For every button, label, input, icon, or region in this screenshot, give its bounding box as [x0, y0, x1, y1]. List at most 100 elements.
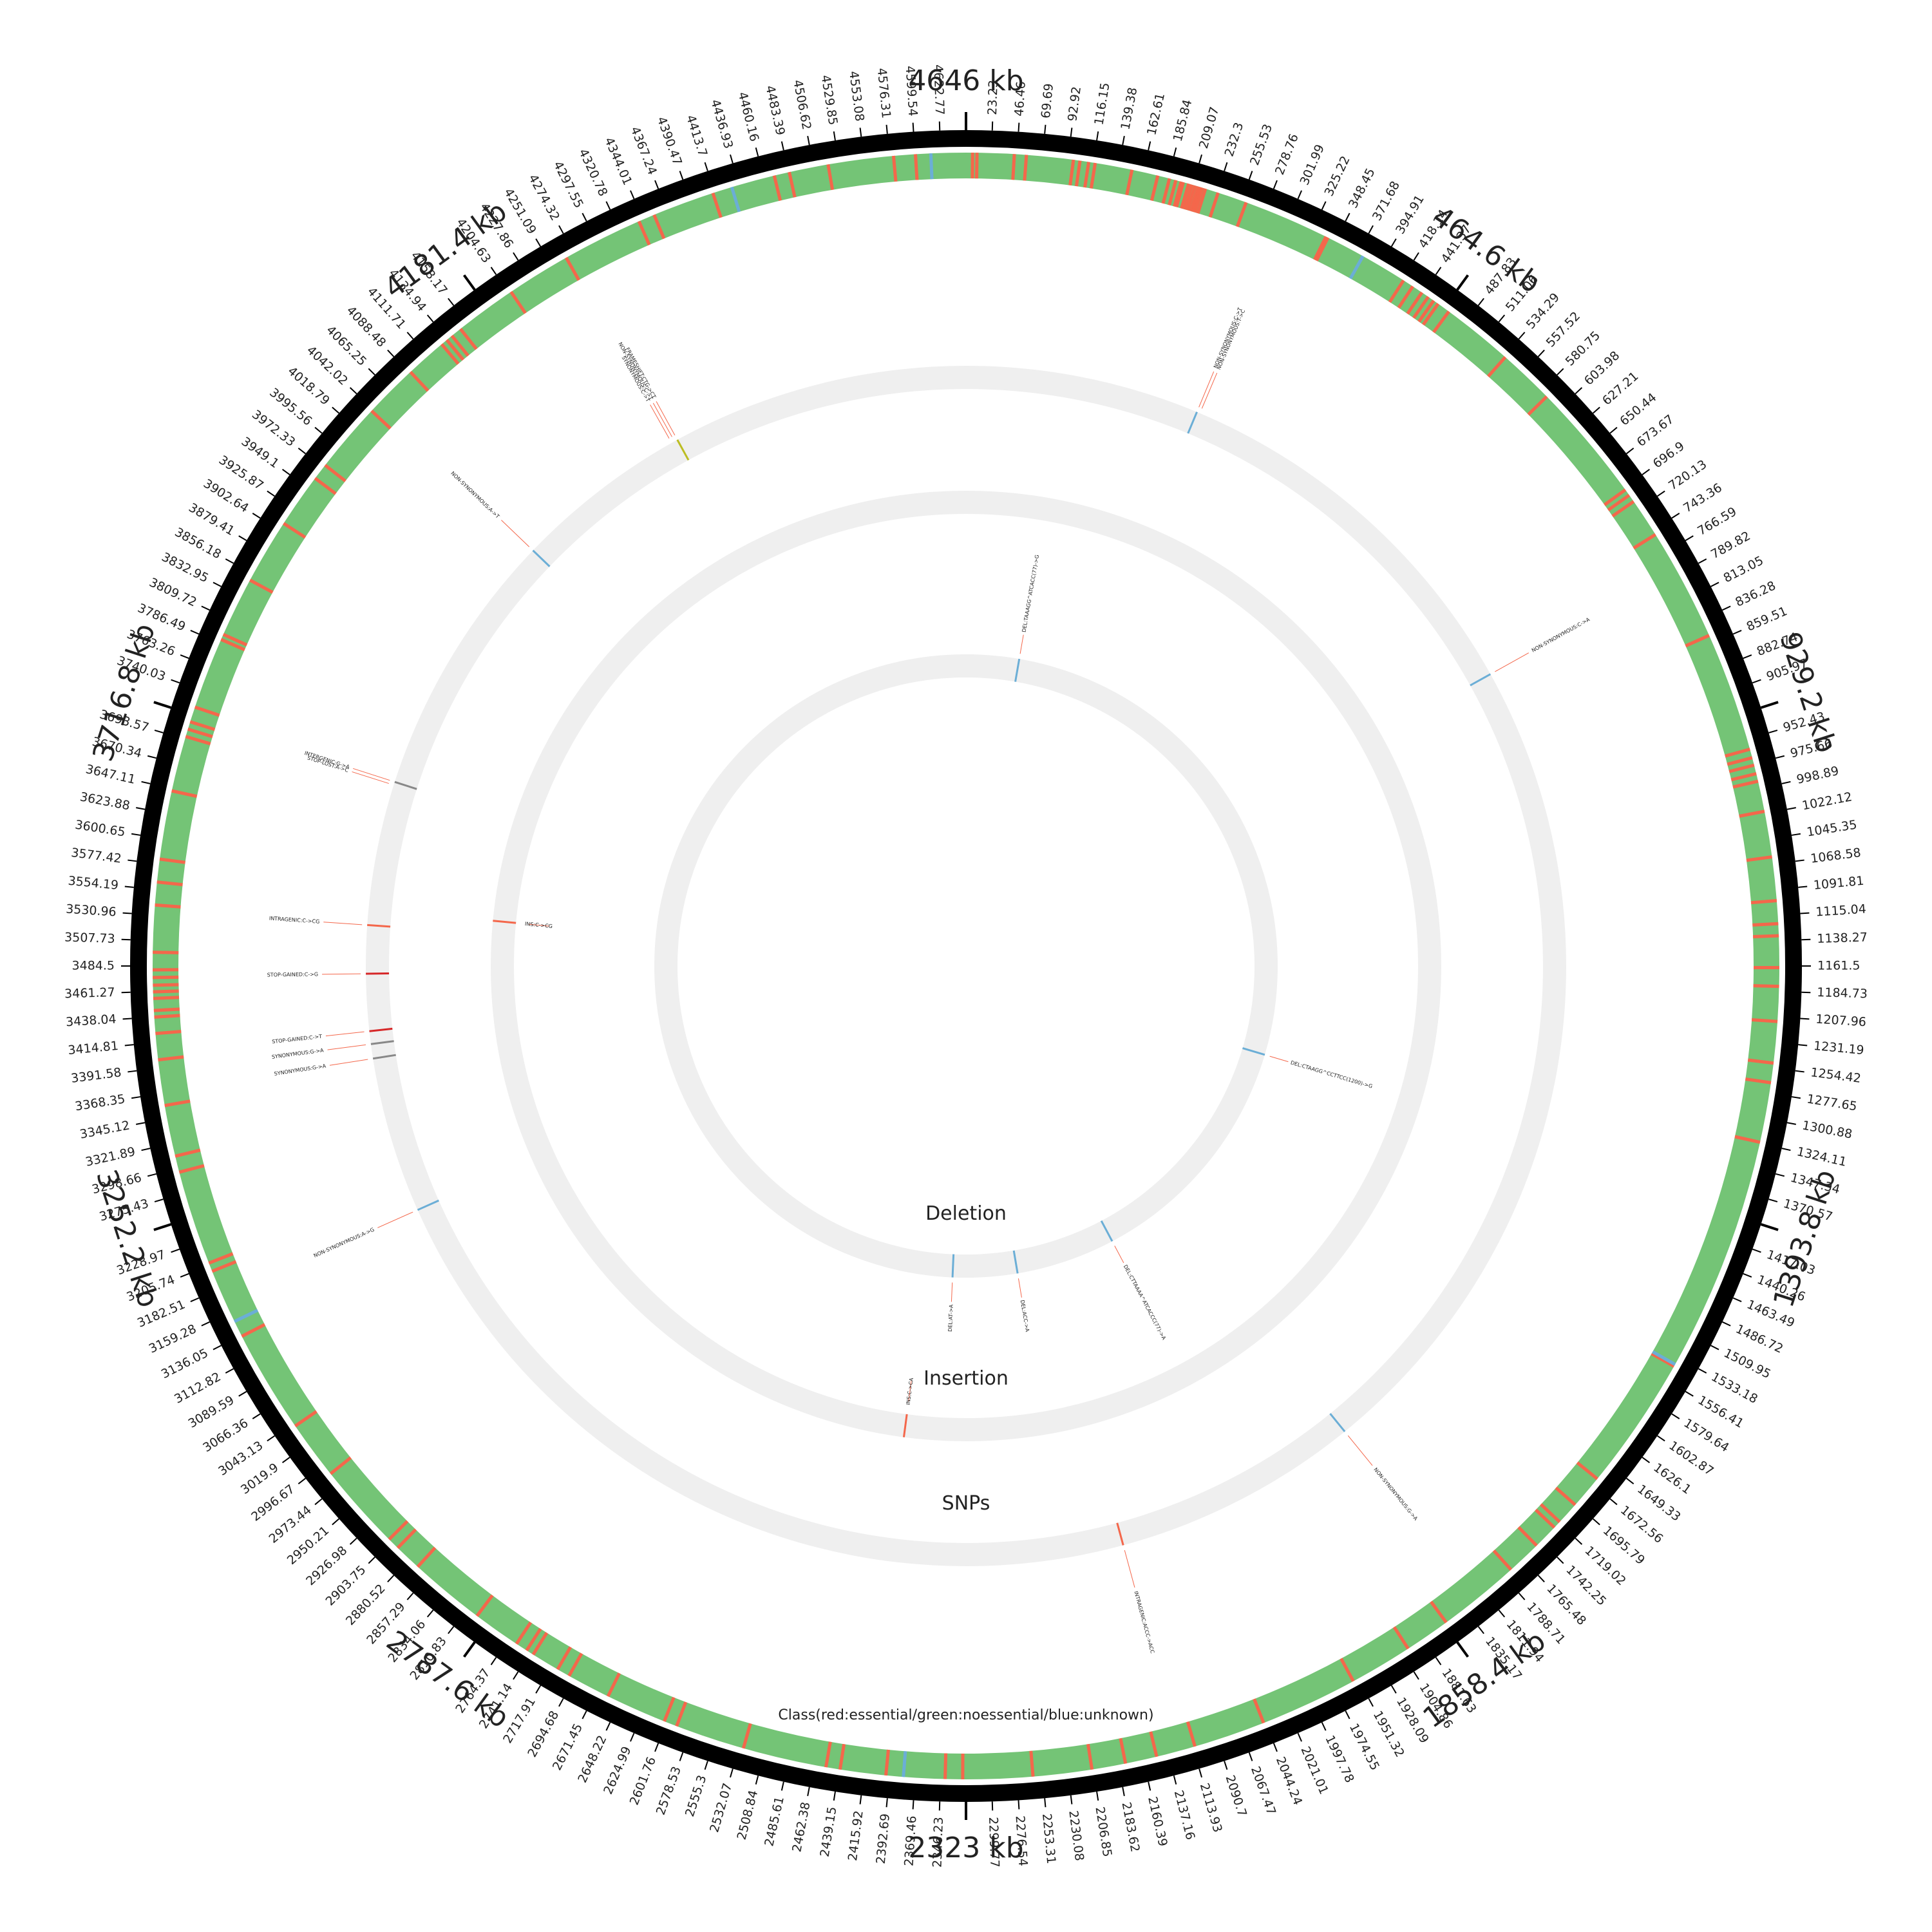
essential-gene-mark — [171, 789, 198, 799]
minor-tick — [225, 1368, 234, 1374]
snp-mark — [417, 1199, 439, 1211]
unknown-gene-mark — [902, 1751, 907, 1777]
essential-gene-mark — [159, 857, 185, 864]
minor-tick — [1575, 1537, 1583, 1545]
essential-gene-mark — [1747, 1058, 1774, 1065]
insertion-annotation: INS:C->CA — [905, 1377, 915, 1405]
tick-label: 1951.32 — [1370, 1709, 1407, 1759]
tick-label: 1324.11 — [1795, 1144, 1848, 1170]
tick-label: 743.36 — [1681, 480, 1725, 515]
deletion-annotation: DEL:AT->A — [947, 1304, 954, 1332]
essential-gene-mark — [220, 638, 245, 652]
minor-tick — [1800, 912, 1810, 914]
essential-gene-mark — [1535, 1508, 1556, 1529]
essential-gene-mark — [1576, 1461, 1598, 1481]
essential-gene-mark — [222, 632, 248, 647]
essential-gene-mark — [1023, 155, 1028, 181]
major-tick — [462, 1641, 476, 1658]
minor-tick — [1537, 1575, 1545, 1583]
minor-tick — [252, 1413, 261, 1419]
minor-tick — [131, 1096, 141, 1099]
minor-tick — [1575, 387, 1583, 395]
snp-annotation: STOP-GAINED:C->T — [272, 1034, 323, 1045]
minor-tick — [1122, 136, 1125, 146]
essential-gene-mark — [1487, 355, 1507, 378]
snp-connector — [501, 520, 530, 547]
minor-tick — [1498, 1609, 1506, 1618]
tick-label: 1974.55 — [1347, 1721, 1382, 1773]
tick-label: 789.82 — [1709, 529, 1753, 562]
tick-label: 394.91 — [1393, 193, 1427, 236]
essential-gene-mark — [564, 256, 580, 281]
essential-gene-mark — [1728, 763, 1755, 773]
unknown-gene-mark — [1349, 255, 1365, 279]
essential-gene-mark — [283, 522, 307, 539]
tick-label: 2624.99 — [601, 1745, 634, 1797]
major-tick-label: 1393.8 kb — [1767, 1166, 1842, 1311]
gene-class-track — [153, 153, 1780, 1779]
tick-label: 255.53 — [1247, 122, 1275, 167]
minor-tick — [1768, 730, 1778, 734]
minor-tick — [225, 558, 234, 564]
essential-gene-mark — [675, 1701, 688, 1727]
tick-label: 859.51 — [1745, 604, 1790, 634]
tick-label: 1486.72 — [1734, 1321, 1785, 1356]
essential-gene-mark — [1029, 1750, 1035, 1777]
minor-tick — [1781, 1148, 1791, 1151]
minor-tick — [448, 1626, 455, 1634]
minor-tick — [426, 314, 434, 323]
essential-gene-mark — [741, 1723, 752, 1749]
minor-tick — [1070, 1795, 1073, 1804]
essential-gene-mark — [156, 880, 183, 887]
minor-tick — [558, 1698, 564, 1707]
essential-gene-mark — [652, 214, 666, 240]
snp-mark — [1470, 673, 1492, 687]
essential-gene-mark — [185, 735, 211, 746]
tick-label: 720.13 — [1666, 457, 1709, 493]
snp-mark — [1187, 412, 1198, 434]
essential-gene-mark — [314, 477, 337, 495]
minor-tick — [1710, 1345, 1719, 1350]
tick-label: 301.99 — [1297, 142, 1327, 187]
minor-tick — [1656, 1435, 1665, 1442]
essential-gene-mark — [1313, 236, 1328, 261]
deletion-connector — [1269, 1056, 1289, 1063]
minor-tick — [387, 349, 395, 357]
tick-label: 4436.93 — [708, 98, 735, 151]
deletion-connector — [1019, 634, 1024, 654]
essential-gene-mark — [1746, 855, 1772, 862]
essential-gene-mark — [1253, 1698, 1265, 1724]
tick-label: 1509.95 — [1721, 1346, 1773, 1381]
essential-gene-mark — [153, 996, 180, 1000]
essential-gene-mark — [838, 1743, 846, 1770]
minor-tick — [1198, 1768, 1202, 1778]
snp-connector — [1201, 372, 1218, 409]
minor-tick — [781, 141, 784, 151]
minor-tick — [1642, 1457, 1651, 1463]
minor-tick — [781, 1781, 784, 1791]
essential-gene-mark — [1173, 181, 1183, 207]
minor-tick — [406, 1592, 414, 1600]
unknown-gene-mark — [730, 186, 741, 213]
deletion-track-label: Deletion — [925, 1202, 1007, 1225]
tick-label: 3647.11 — [84, 762, 137, 787]
snp-annotation: INTRAGENIC:ACCC->ACC — [1133, 1591, 1155, 1654]
ideogram-ring — [130, 130, 1802, 1802]
essential-gene-mark — [1314, 236, 1330, 261]
essential-gene-mark — [249, 578, 274, 594]
snp-annotation: NON-SYNONYMOUS:G->A — [1372, 1467, 1419, 1522]
tick-label: 46.46 — [1012, 81, 1028, 117]
snp-mark — [676, 439, 690, 461]
minor-tick — [141, 1148, 151, 1151]
deletion-mark — [1100, 1220, 1113, 1242]
tick-label: 1091.81 — [1813, 874, 1864, 893]
essential-gene-mark — [153, 989, 179, 994]
tick-label: 3856.18 — [173, 525, 223, 562]
essential-gene-mark — [440, 343, 460, 365]
tick-label: 232.3 — [1222, 120, 1247, 158]
major-tick — [1456, 274, 1470, 291]
minor-tick — [349, 1537, 357, 1545]
essential-gene-mark — [1191, 186, 1202, 213]
minor-tick — [131, 833, 141, 836]
tick-label: 3623.88 — [79, 790, 131, 813]
